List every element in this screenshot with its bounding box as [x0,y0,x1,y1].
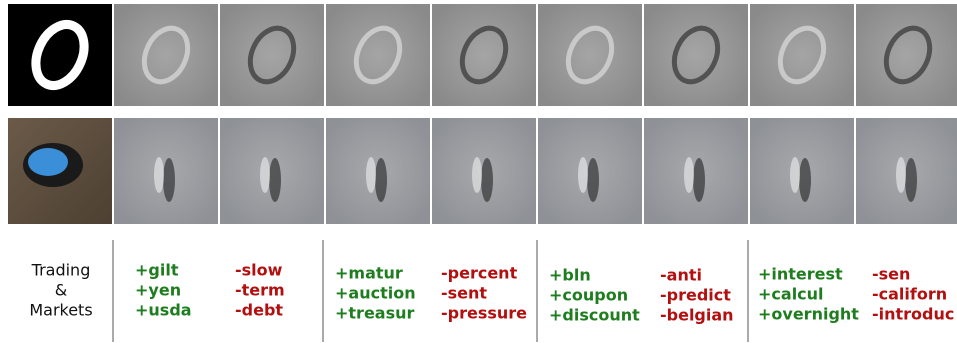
negative-word: -debt [235,301,283,320]
filter-pattern [366,157,376,193]
positive-word: +interest [758,265,843,284]
filter-image [220,4,324,106]
negative-word: -anti [660,266,702,285]
category-label: Markets [29,301,92,320]
dog-coat [28,148,68,176]
negative-word: -sent [441,284,487,303]
filter-pattern [587,158,599,202]
positive-word: +bln [549,266,591,285]
filter-pattern [269,158,281,202]
filter-pattern [260,157,270,193]
filter-image [856,4,957,106]
positive-word: +coupon [549,286,628,305]
filter-pattern [154,157,164,193]
negative-word: -predict [660,286,731,305]
category-label: & [55,281,67,300]
filter-pattern [472,157,482,193]
positive-word: +yen [135,281,181,300]
positive-word: +auction [335,284,416,303]
filter-pattern [905,158,917,202]
filter-image [114,4,218,106]
filter-image [644,4,748,106]
filter-pattern [684,157,694,193]
positive-word: +overnight [758,305,859,324]
filter-image [750,4,854,106]
filter-pattern [693,158,705,202]
filter-pattern [799,158,811,202]
positive-word: +matur [335,264,403,283]
figure: Trading&Markets+gilt+yen+usda-slow-term-… [0,0,957,343]
filter-pattern [790,157,800,193]
filter-pattern [896,157,906,193]
negative-word: -pressure [441,304,527,323]
positive-word: +calcul [758,285,824,304]
negative-word: -term [235,281,285,300]
positive-word: +usda [135,301,192,320]
filter-image [432,4,536,106]
negative-word: -slow [235,261,283,280]
negative-word: -percent [441,264,518,283]
category-label: Trading [31,261,91,280]
negative-word: -sen [872,265,910,284]
positive-word: +discount [549,306,640,325]
digit-image [8,4,112,106]
positive-word: +treasur [335,304,415,323]
positive-word: +gilt [135,261,179,280]
filter-image [538,4,642,106]
negative-word: -introduc [872,305,954,324]
filter-image [326,4,430,106]
filter-pattern [375,158,387,202]
filter-pattern [481,158,493,202]
filter-pattern [578,157,588,193]
page: Trading&Markets+gilt+yen+usda-slow-term-… [0,0,957,343]
negative-word: -californ [872,285,947,304]
image-grid [8,4,957,224]
filter-pattern [163,158,175,202]
negative-word: -belgian [660,306,734,325]
